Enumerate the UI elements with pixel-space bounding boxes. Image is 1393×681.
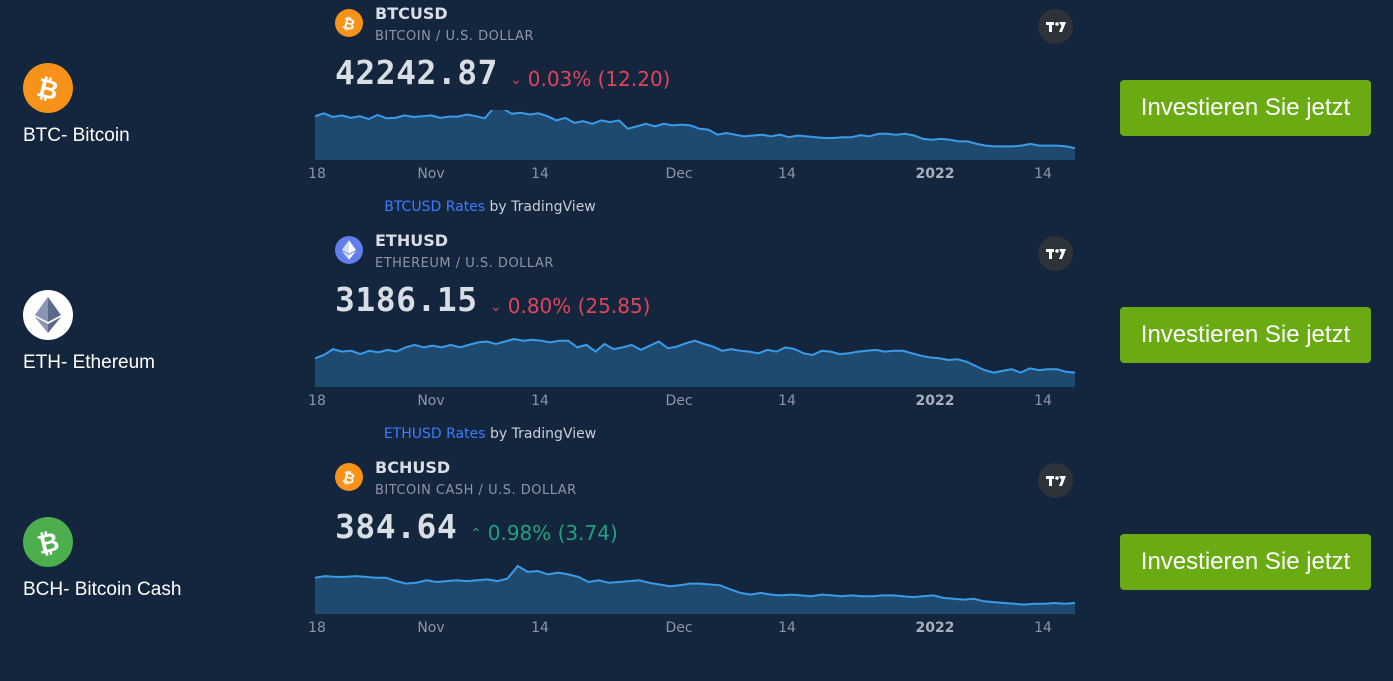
crypto-row-btc: ₿ BTC- Bitcoin ₿ BTCUSD BITCOIN / U.S. D… (0, 0, 1393, 227)
x-axis-tick: Dec (665, 620, 693, 636)
sparkline-line (315, 564, 1075, 606)
attribution-link[interactable]: ETHUSD Rates (383, 426, 486, 442)
tradingview-widget[interactable]: ₿ BCHUSD BITCOIN CASH / U.S. DOLLAR 384.… (308, 454, 1075, 681)
symbol-description: ETHEREUM / U.S. DOLLAR (375, 256, 554, 271)
tradingview-logo-icon[interactable] (1038, 236, 1073, 271)
change-value: 0.03% (12.20) (527, 67, 671, 91)
attribution-link[interactable]: BTCUSD Rates (384, 199, 486, 215)
price: 384.64 (335, 507, 458, 546)
x-axis-tick: 14 (531, 620, 549, 636)
x-axis-tick: 14 (778, 166, 796, 182)
tradingview-widget[interactable]: ₿ BTCUSD BITCOIN / U.S. DOLLAR 42242.87 … (308, 0, 1075, 227)
sparkline-line (315, 110, 1075, 150)
x-axis: 18 Nov 14 Dec 14 2022 14 (308, 620, 1075, 640)
x-axis-tick: 14 (1034, 166, 1052, 182)
x-axis-tick: Dec (665, 166, 693, 182)
sparkline-chart (315, 337, 1075, 387)
bitcoin-icon: ₿ (23, 63, 73, 113)
symbol-description: BITCOIN / U.S. DOLLAR (375, 29, 535, 44)
ethereum-icon (335, 236, 363, 264)
svg-text:₿: ₿ (341, 14, 357, 32)
attribution-suffix: by TradingView (485, 426, 597, 442)
bitcoin-cash-icon: ₿ (23, 517, 73, 567)
x-axis-tick: 2022 (915, 166, 955, 182)
invest-now-button[interactable]: Investieren Sie jetzt (1120, 80, 1371, 136)
sparkline-line (315, 337, 1075, 374)
symbol-description: BITCOIN CASH / U.S. DOLLAR (375, 483, 577, 498)
crypto-row-eth: ETH- Ethereum ETHUSD ETHEREUM / U.S. DOL… (0, 227, 1393, 454)
x-axis-tick: 18 (308, 393, 326, 409)
svg-text:₿: ₿ (341, 468, 357, 486)
attribution-suffix: by TradingView (485, 199, 596, 215)
coin-name: BTC- Bitcoin (23, 125, 130, 146)
sparkline-area (315, 339, 1075, 387)
x-axis-tick: 14 (1034, 393, 1052, 409)
price-change: ⌃ 0.98% (3.74) (470, 521, 618, 545)
symbol[interactable]: BCHUSD (375, 458, 451, 477)
x-axis: 18 Nov 14 Dec 14 2022 14 (308, 393, 1075, 413)
attribution: BTCUSD Rates by TradingView (0, 199, 980, 215)
price-change: ⌄ 0.03% (12.20) (510, 67, 671, 91)
chevron-up-icon: ⌃ (470, 526, 482, 542)
x-axis-tick: 18 (308, 620, 326, 636)
svg-text:₿: ₿ (35, 73, 61, 103)
sparkline-area (315, 566, 1075, 614)
price: 3186.15 (335, 280, 478, 319)
sparkline-area (315, 110, 1075, 160)
tradingview-logo-icon[interactable] (1038, 9, 1073, 44)
chevron-down-icon: ⌄ (490, 299, 502, 315)
coin-name: ETH- Ethereum (23, 352, 155, 373)
change-value: 0.98% (3.74) (487, 521, 618, 545)
x-axis-tick: 14 (778, 620, 796, 636)
chevron-down-icon: ⌄ (510, 72, 522, 88)
sparkline-chart (315, 564, 1075, 614)
invest-now-button[interactable]: Investieren Sie jetzt (1120, 534, 1371, 590)
x-axis-tick: Nov (417, 393, 445, 409)
x-axis-tick: 14 (1034, 620, 1052, 636)
tradingview-logo-icon[interactable] (1038, 463, 1073, 498)
x-axis-tick: Nov (417, 620, 445, 636)
x-axis-tick: 18 (308, 166, 326, 182)
change-value: 0.80% (25.85) (507, 294, 651, 318)
x-axis-tick: 14 (531, 393, 549, 409)
sparkline-chart (315, 110, 1075, 160)
x-axis-tick: 14 (778, 393, 796, 409)
bitcoin-icon: ₿ (335, 9, 363, 37)
price: 42242.87 (335, 53, 498, 92)
symbol[interactable]: ETHUSD (375, 231, 449, 250)
x-axis-tick: 2022 (915, 393, 955, 409)
coin-name: BCH- Bitcoin Cash (23, 579, 182, 600)
price-change: ⌄ 0.80% (25.85) (490, 294, 651, 318)
attribution: ETHUSD Rates by TradingView (0, 426, 980, 442)
bitcoin-cash-icon: ₿ (335, 463, 363, 491)
x-axis-tick: Dec (665, 393, 693, 409)
x-axis-tick: Nov (417, 166, 445, 182)
symbol[interactable]: BTCUSD (375, 4, 448, 23)
ethereum-icon (23, 290, 73, 340)
svg-text:₿: ₿ (35, 527, 61, 557)
invest-now-button[interactable]: Investieren Sie jetzt (1120, 307, 1371, 363)
x-axis: 18 Nov 14 Dec 14 2022 14 (308, 166, 1075, 186)
x-axis-tick: 14 (531, 166, 549, 182)
x-axis-tick: 2022 (915, 620, 955, 636)
tradingview-widget[interactable]: ETHUSD ETHEREUM / U.S. DOLLAR 3186.15 ⌄ 0… (308, 227, 1075, 454)
crypto-row-bch: ₿ BCH- Bitcoin Cash ₿ BCHUSD BITCOIN CAS… (0, 454, 1393, 681)
